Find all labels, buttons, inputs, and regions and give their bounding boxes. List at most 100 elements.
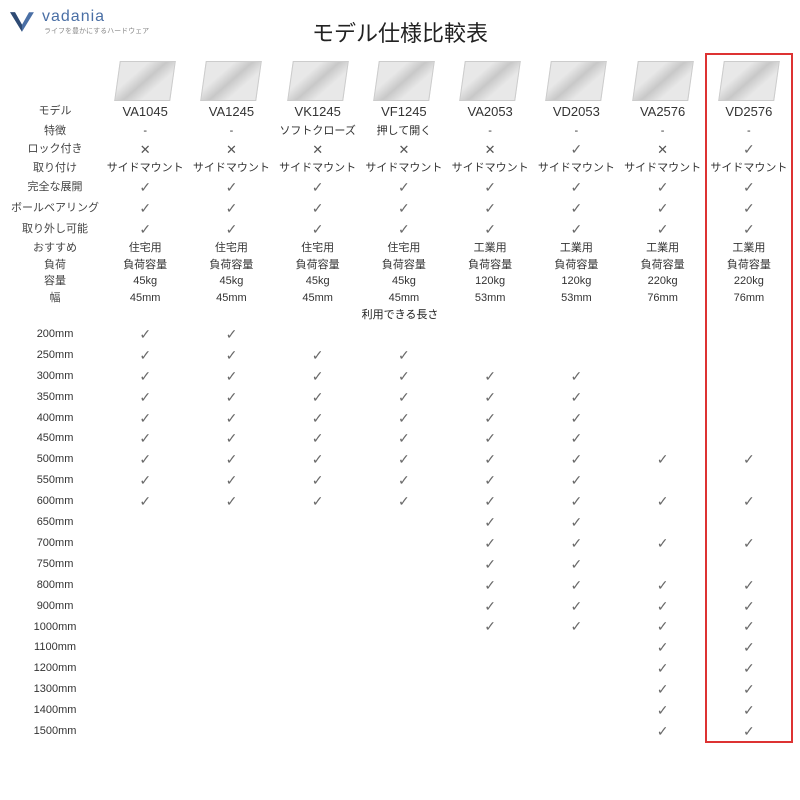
product-image — [114, 61, 176, 101]
check-icon: ✓ — [484, 200, 496, 216]
spec-cell: 工業用 — [447, 240, 533, 257]
cell-text: 45mm — [130, 292, 161, 304]
check-icon: ✓ — [743, 221, 755, 237]
length-cell — [102, 575, 188, 596]
spec-cell: VA1045 — [102, 102, 188, 123]
spec-row: 幅45mm45mm45mm45mm53mm53mm76mm76mm — [8, 290, 792, 307]
check-icon: ✓ — [743, 660, 755, 676]
cell-text: 住宅用 — [301, 242, 334, 254]
product-image-cell — [447, 54, 533, 102]
check-icon: ✓ — [226, 326, 238, 342]
length-cell: ✓ — [533, 428, 619, 449]
spec-cell: 負荷容量 — [619, 257, 705, 274]
spec-cell: 負荷容量 — [447, 257, 533, 274]
length-cell — [619, 345, 705, 366]
length-cell — [102, 512, 188, 533]
check-icon: ✓ — [312, 430, 324, 446]
cell-text: 53mm — [561, 292, 592, 304]
spec-cell: ✕ — [102, 139, 188, 160]
cell-text: 負荷容量 — [468, 259, 512, 271]
length-cell: ✓ — [188, 428, 274, 449]
length-cell — [619, 428, 705, 449]
length-cell — [361, 324, 447, 345]
length-cell: ✓ — [706, 596, 792, 617]
length-row: 1500mm✓✓ — [8, 721, 792, 742]
check-icon: ✓ — [139, 430, 151, 446]
length-row: 450mm✓✓✓✓✓✓ — [8, 428, 792, 449]
length-cell — [706, 387, 792, 408]
check-icon: ✓ — [743, 577, 755, 593]
length-row: 500mm✓✓✓✓✓✓✓✓ — [8, 449, 792, 470]
cell-text: - — [575, 125, 579, 137]
product-image-cell — [533, 54, 619, 102]
spec-row-label: 特徴 — [8, 123, 102, 140]
spec-cell: サイドマウント — [102, 160, 188, 177]
cross-icon: ✕ — [226, 142, 237, 157]
check-icon: ✓ — [484, 535, 496, 551]
spec-cell: 工業用 — [533, 240, 619, 257]
length-cell: ✓ — [533, 366, 619, 387]
brand-text: vadania ライフを豊かにするハードウェア — [42, 8, 149, 36]
length-row: 1200mm✓✓ — [8, 658, 792, 679]
check-icon: ✓ — [571, 141, 583, 157]
product-image-cell — [619, 54, 705, 102]
cell-text: 45mm — [302, 292, 333, 304]
length-cell — [533, 679, 619, 700]
spec-cell: ✓ — [619, 219, 705, 240]
check-icon: ✓ — [139, 472, 151, 488]
length-cell — [447, 637, 533, 658]
length-row-label: 1000mm — [8, 616, 102, 637]
length-cell — [188, 554, 274, 575]
spec-cell: ✓ — [188, 219, 274, 240]
check-icon: ✓ — [657, 493, 669, 509]
length-row: 600mm✓✓✓✓✓✓✓✓ — [8, 491, 792, 512]
length-cell: ✓ — [619, 449, 705, 470]
spec-cell: ✕ — [361, 139, 447, 160]
length-cell — [533, 324, 619, 345]
spec-row-label: 負荷 — [8, 257, 102, 274]
cell-text: - — [230, 125, 234, 137]
length-cell: ✓ — [447, 428, 533, 449]
spec-cell: ✕ — [275, 139, 361, 160]
spec-cell: - — [619, 123, 705, 140]
spec-cell: ✓ — [447, 219, 533, 240]
spec-cell: ✓ — [102, 198, 188, 219]
cell-text: VA2576 — [640, 104, 685, 119]
check-icon: ✓ — [657, 660, 669, 676]
spec-cell: VK1245 — [275, 102, 361, 123]
spec-row-label: ロック付き — [8, 139, 102, 160]
cell-text: 負荷容量 — [382, 259, 426, 271]
check-icon: ✓ — [312, 200, 324, 216]
length-cell — [706, 512, 792, 533]
length-cell: ✓ — [275, 366, 361, 387]
cell-text: 工業用 — [560, 242, 593, 254]
length-row-label: 500mm — [8, 449, 102, 470]
length-cell: ✓ — [275, 449, 361, 470]
length-row-label: 450mm — [8, 428, 102, 449]
length-cell: ✓ — [706, 637, 792, 658]
spec-cell: ✓ — [706, 198, 792, 219]
spec-cell: 220kg — [706, 273, 792, 290]
spec-cell: ✓ — [275, 198, 361, 219]
spec-row-label: 容量 — [8, 273, 102, 290]
length-cell — [275, 637, 361, 658]
length-cell: ✓ — [102, 366, 188, 387]
spec-row-label: 完全な展開 — [8, 177, 102, 198]
length-cell: ✓ — [619, 533, 705, 554]
cell-text: 工業用 — [732, 242, 765, 254]
length-cell — [188, 575, 274, 596]
spec-cell: サイドマウント — [447, 160, 533, 177]
spec-cell: 120kg — [447, 273, 533, 290]
check-icon: ✓ — [657, 535, 669, 551]
spec-cell: 45mm — [102, 290, 188, 307]
cell-text: VA1245 — [209, 104, 254, 119]
spec-cell: 負荷容量 — [361, 257, 447, 274]
length-cell: ✓ — [706, 616, 792, 637]
check-icon: ✓ — [657, 179, 669, 195]
length-cell — [275, 721, 361, 742]
length-cell — [188, 512, 274, 533]
spec-row: 取り付けサイドマウントサイドマウントサイドマウントサイドマウントサイドマウントサ… — [8, 160, 792, 177]
cell-text: VK1245 — [295, 104, 341, 119]
spec-cell: ✓ — [447, 177, 533, 198]
length-cell — [706, 324, 792, 345]
